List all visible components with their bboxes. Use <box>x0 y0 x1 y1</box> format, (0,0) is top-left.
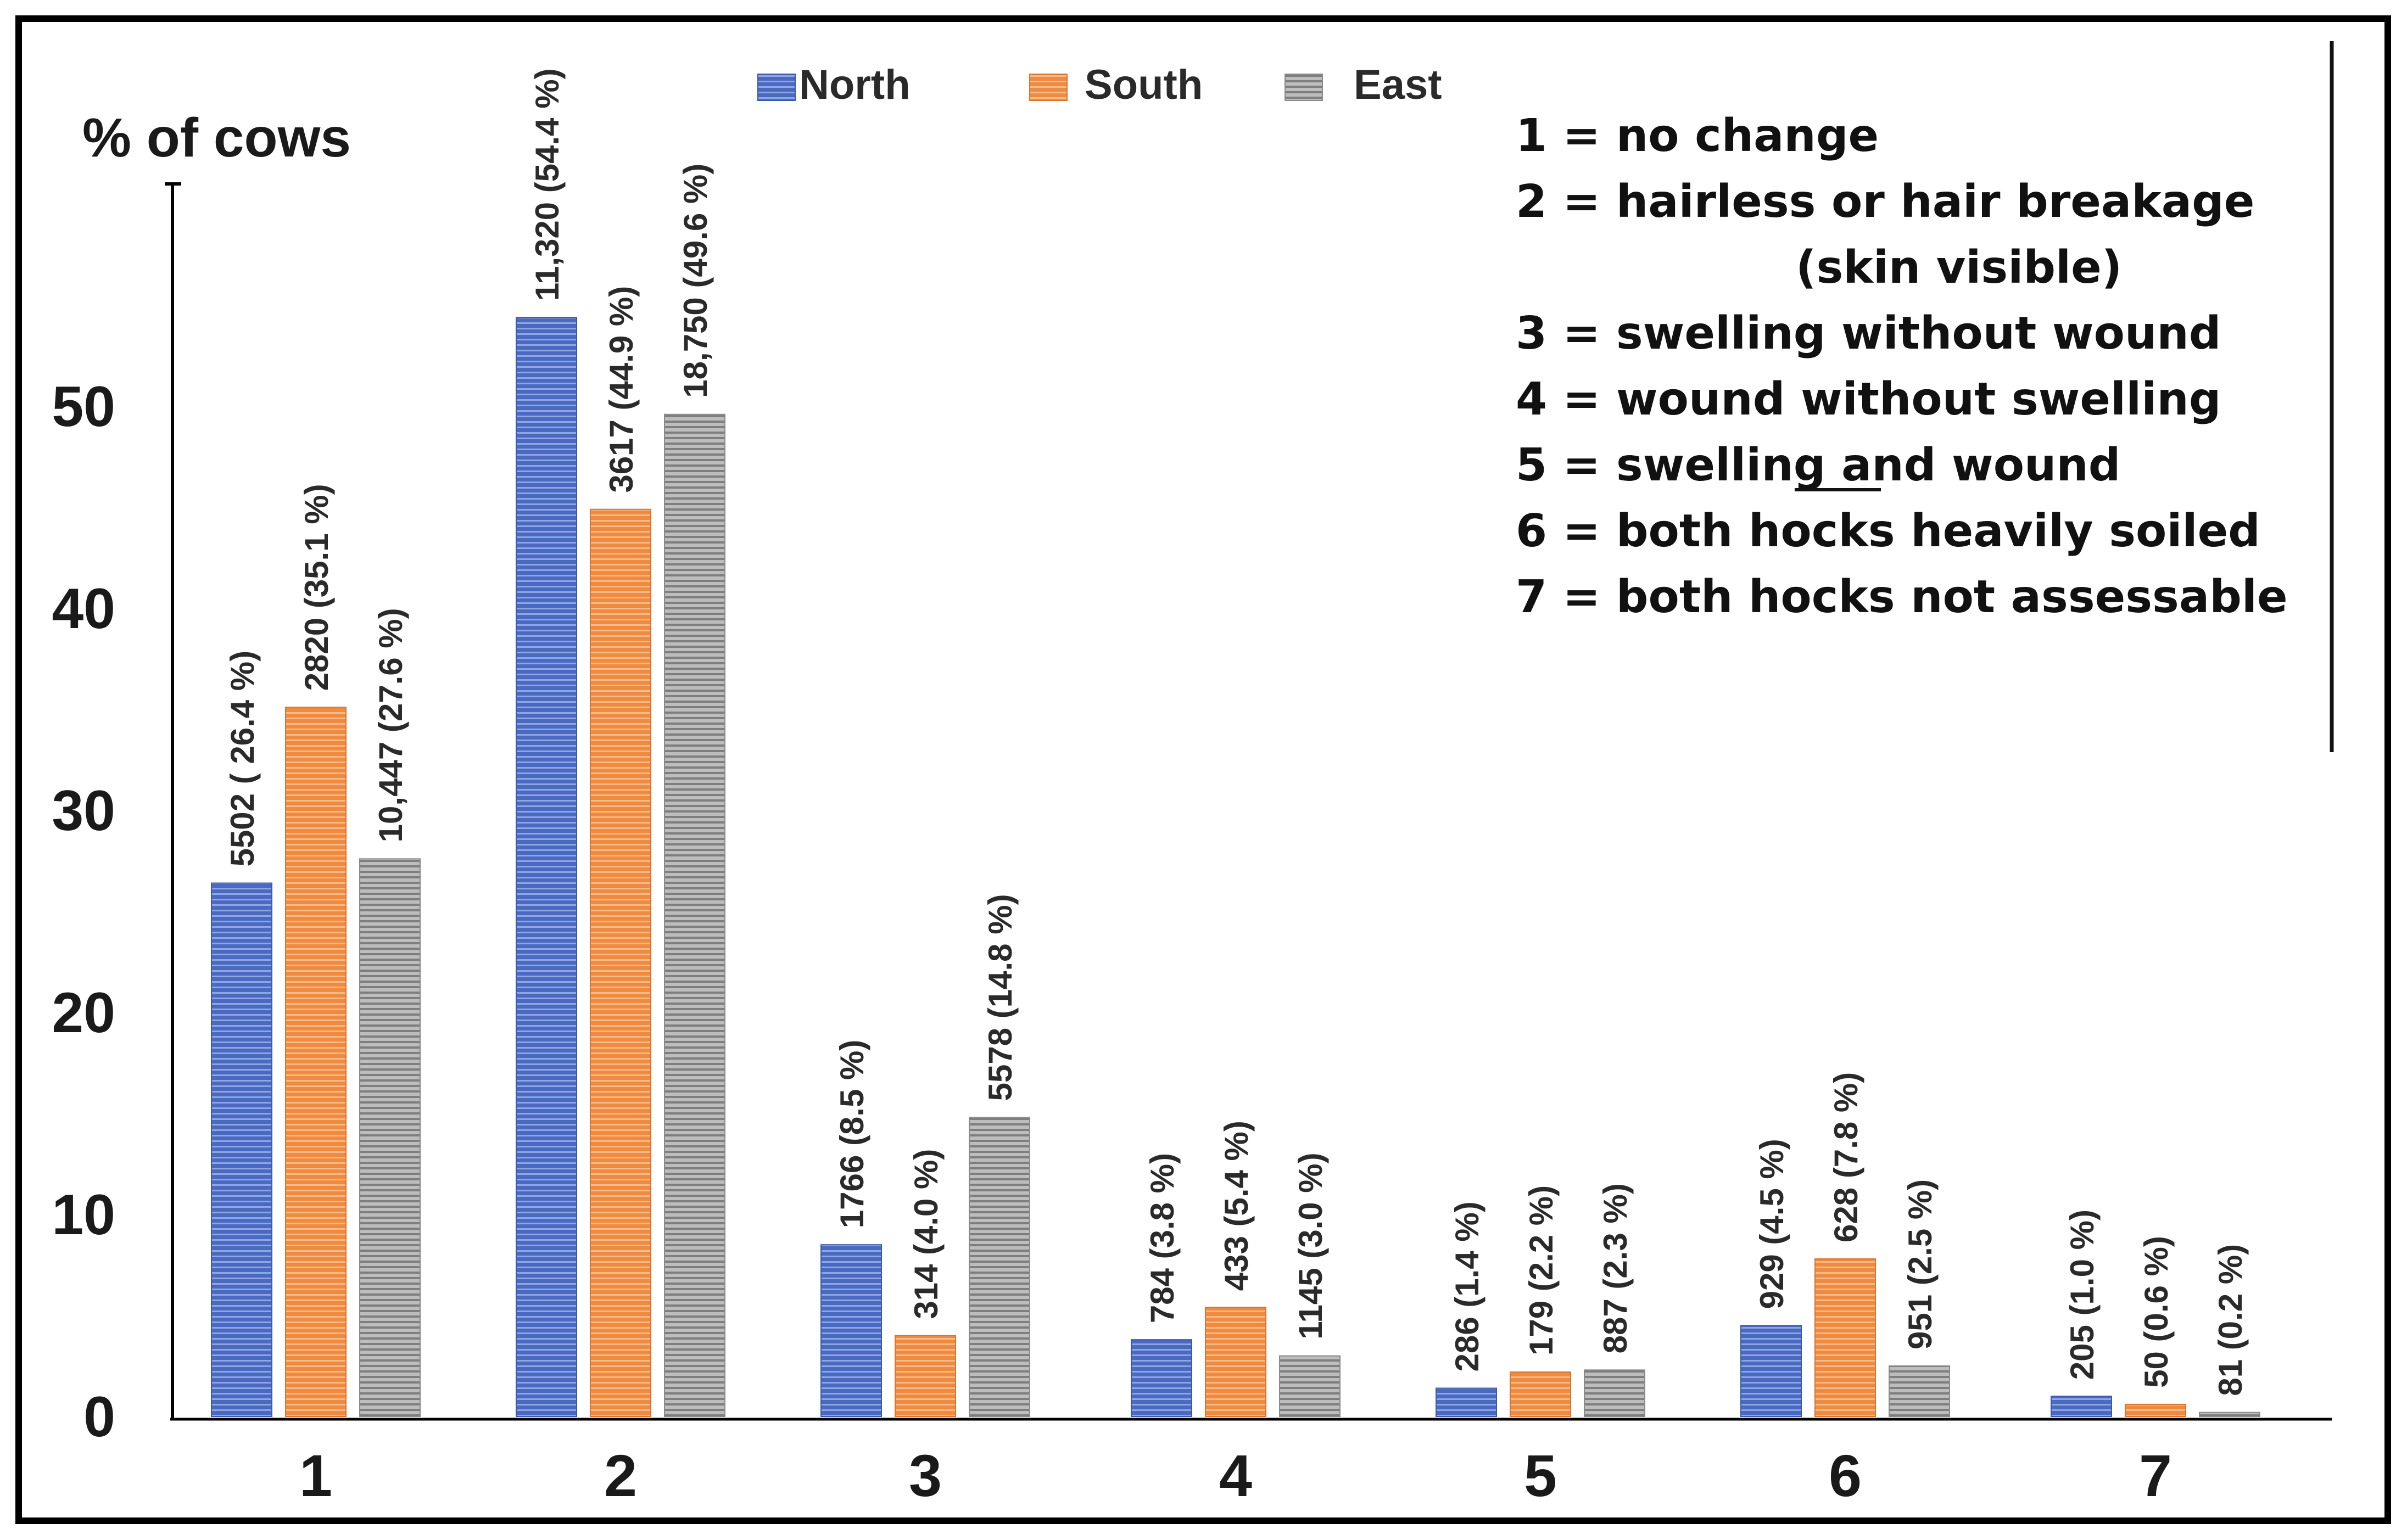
legend: North South East <box>757 61 1442 108</box>
bar-label-south-5: 179 (2.2 %) <box>1523 1185 1560 1356</box>
bar-label-south-6: 628 (7.8 %) <box>1828 1072 1864 1242</box>
bar-label-north-1: 5502 ( 26.4 %) <box>224 651 261 867</box>
bar-label-south-3: 314 (4.0 %) <box>908 1149 945 1319</box>
bar-south-5 <box>1510 1371 1571 1418</box>
bar-labels-group: 5502 ( 26.4 %) 11,320 (54.4 %) 1766 (8.5 %… <box>224 68 2249 1396</box>
bar-label-north-4: 784 (3.8 %) <box>1144 1153 1181 1323</box>
bar-east-7 <box>2199 1412 2260 1417</box>
bar-east-4 <box>1279 1355 1341 1418</box>
description-2: 2 = hairless or hair breakage <box>1516 176 2254 228</box>
y-tick-40: 40 <box>52 577 115 641</box>
bar-label-north-6: 929 (4.5 %) <box>1753 1139 1790 1309</box>
legend-label-east: East <box>1354 61 1442 108</box>
bar-east-5 <box>1584 1369 1645 1418</box>
legend-label-south: South <box>1085 61 1203 108</box>
bar-label-east-3: 5578 (14.8 %) <box>982 894 1019 1101</box>
bars-group <box>211 317 2260 1418</box>
bar-north-2 <box>516 317 577 1418</box>
x-tick-3: 3 <box>909 1442 942 1509</box>
legend-label-north: North <box>799 61 911 108</box>
description-7: 7 = both hocks not assessable <box>1516 571 2288 623</box>
bar-south-7 <box>2125 1403 2186 1417</box>
description-5: 5 = swelling and wound <box>1516 439 2120 491</box>
bar-label-north-3: 1766 (8.5 %) <box>834 1040 870 1229</box>
bar-east-1 <box>359 858 421 1417</box>
x-tick-6: 6 <box>1829 1442 1862 1509</box>
x-tick-2: 2 <box>604 1442 637 1509</box>
legend-swatch-south <box>1029 74 1068 101</box>
bar-label-east-4: 1145 (3.0 %) <box>1292 1152 1329 1339</box>
bar-label-east-1: 10,447 (27.6 %) <box>372 608 409 842</box>
x-tick-4: 4 <box>1219 1442 1252 1509</box>
category-descriptions: 1 = no change 2 = hairless or hair break… <box>1516 110 2288 623</box>
x-tick-7: 7 <box>2139 1442 2172 1509</box>
bar-east-6 <box>1889 1365 1950 1417</box>
description-1: 1 = no change <box>1516 110 1879 162</box>
bar-label-east-6: 951 (2.5 %) <box>1902 1179 1939 1349</box>
bar-north-5 <box>1436 1387 1497 1417</box>
bar-label-east-2: 18,750 (49.6 %) <box>677 164 714 398</box>
y-tick-10: 10 <box>52 1183 115 1247</box>
bar-south-3 <box>895 1335 956 1418</box>
x-tick-5: 5 <box>1524 1442 1557 1509</box>
description-2b: (skin visible) <box>1796 242 2122 294</box>
y-tick-labels: 0 10 20 30 40 50 <box>52 375 115 1449</box>
bar-north-1 <box>211 882 272 1417</box>
bar-label-north-5: 286 (1.4 %) <box>1449 1201 1485 1371</box>
bar-label-east-7: 81 (0.2 %) <box>2212 1244 2249 1396</box>
y-tick-30: 30 <box>52 779 115 843</box>
y-tick-0: 0 <box>83 1385 115 1449</box>
bar-north-3 <box>820 1244 882 1417</box>
bar-south-6 <box>1814 1258 1876 1417</box>
description-6: 6 = both hocks heavily soiled <box>1516 505 2260 557</box>
y-tick-50: 50 <box>52 375 115 439</box>
bar-south-4 <box>1205 1307 1266 1418</box>
bar-south-1 <box>285 707 347 1417</box>
description-4: 4 = wound without swelling <box>1516 373 2221 425</box>
bar-label-south-7: 50 (0.6 %) <box>2138 1236 2175 1388</box>
legend-swatch-east <box>1285 74 1323 101</box>
bar-south-2 <box>590 508 651 1417</box>
bar-label-north-2: 11,320 (54.4 %) <box>529 68 566 301</box>
x-tick-labels: 1 2 3 4 5 6 7 <box>299 1442 2172 1509</box>
bar-east-3 <box>969 1117 1030 1417</box>
chart-frame <box>15 15 2391 1524</box>
bar-north-7 <box>2051 1396 2112 1417</box>
bar-label-north-7: 205 (1.0 %) <box>2064 1209 2101 1380</box>
bar-north-4 <box>1131 1339 1192 1417</box>
bar-label-south-2: 3617 (44.9 %) <box>603 286 640 493</box>
legend-swatch-north <box>757 74 796 101</box>
y-tick-20: 20 <box>52 981 115 1045</box>
bar-label-south-4: 433 (5.4 %) <box>1218 1121 1255 1291</box>
bar-east-2 <box>664 413 725 1417</box>
bar-label-east-5: 887 (2.3 %) <box>1597 1183 1634 1353</box>
description-3: 3 = swelling without wound <box>1516 307 2221 360</box>
x-tick-1: 1 <box>299 1442 332 1509</box>
bar-label-south-1: 2820 (35.1 %) <box>298 484 335 691</box>
bar-north-6 <box>1740 1325 1802 1417</box>
y-axis-title: % of cows <box>82 107 351 169</box>
